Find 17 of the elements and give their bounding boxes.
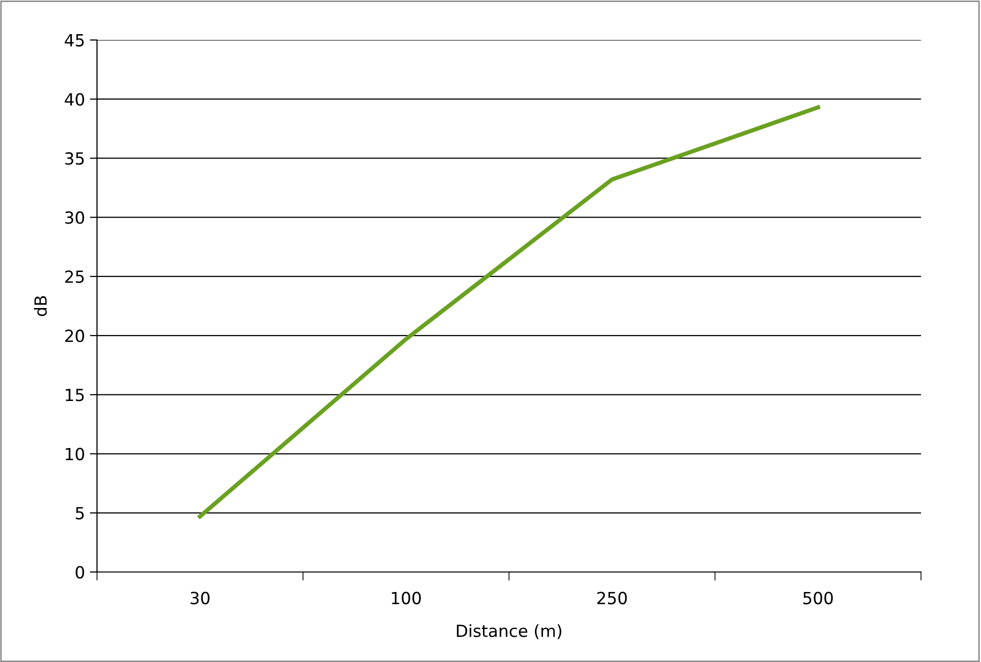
y-tick-label: 30 bbox=[65, 211, 84, 224]
x-tick-label: 100 bbox=[392, 592, 421, 604]
y-axis-title: dB bbox=[34, 296, 47, 316]
y-tick-label: 20 bbox=[65, 330, 84, 342]
line-series bbox=[198, 105, 820, 519]
y-tick-label: 45 bbox=[64, 34, 84, 47]
y-tick-label: 0 bbox=[76, 566, 84, 579]
y-tick-label: 35 bbox=[65, 152, 84, 165]
y-tick-label: 25 bbox=[65, 270, 84, 284]
y-tick-label: 40 bbox=[64, 93, 84, 106]
x-axis-title: Distance (m) bbox=[456, 624, 562, 640]
y-tick-label: 15 bbox=[66, 388, 84, 402]
y-tick-label: 10 bbox=[66, 448, 84, 460]
x-tick-label: 30 bbox=[190, 592, 210, 604]
y-tick-label: 5 bbox=[76, 507, 84, 520]
x-tick-label: 500 bbox=[803, 592, 833, 604]
x-tick-label: 250 bbox=[597, 592, 627, 604]
